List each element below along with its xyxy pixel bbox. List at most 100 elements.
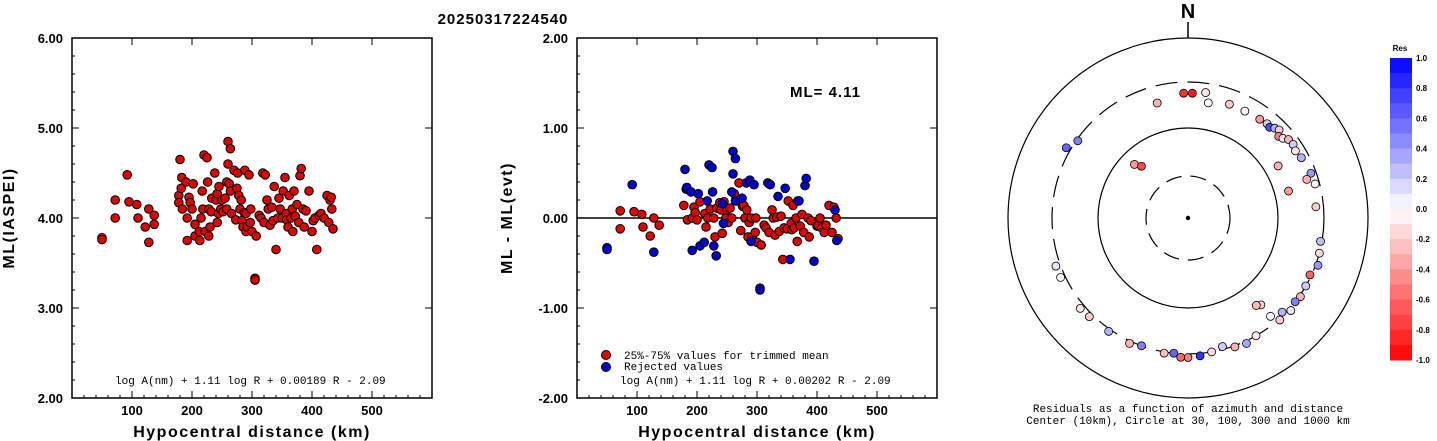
data-point <box>301 206 311 216</box>
colorbar-cell <box>1390 299 1412 316</box>
colorbar-cell <box>1390 254 1412 270</box>
rejected-point <box>709 241 719 251</box>
residual-point <box>1183 353 1193 362</box>
rejected-point <box>707 162 717 173</box>
rejected-point <box>718 218 729 229</box>
trimmed-point <box>742 205 752 215</box>
rejected-point <box>794 196 804 206</box>
colorbar-tick-label: -0.6 <box>1416 296 1430 305</box>
colorbar-ticks: 1.0 0.8 0.6 0.4 0.2 0.0 -0.2 -0.4 -0.6 -0.8 -1.0 <box>1416 54 1430 365</box>
colorbar-cell <box>1390 103 1412 119</box>
residual-point <box>1310 179 1320 189</box>
trimmed-point <box>736 225 746 236</box>
trimmed-point <box>649 213 659 223</box>
data-point <box>236 195 246 205</box>
x-tick-label: 400 <box>301 403 323 418</box>
data-point <box>250 275 260 285</box>
rejected-point <box>707 187 718 197</box>
panel1-ylabel: ML(IASPEI) <box>1 167 18 268</box>
rejected-point <box>728 169 738 179</box>
data-point <box>274 193 284 203</box>
residual-point <box>1137 161 1146 171</box>
data-point <box>280 172 290 183</box>
data-point <box>144 237 154 248</box>
panel1-points <box>97 136 338 285</box>
residual-point <box>1242 338 1251 348</box>
colorbar-tick-label: 0.6 <box>1416 114 1428 123</box>
ring-100km <box>1097 127 1279 309</box>
residual-point <box>1061 143 1071 153</box>
colorbar-cell <box>1390 118 1412 134</box>
panel2-points <box>602 146 843 295</box>
residual-point <box>1084 312 1094 322</box>
rejected-point <box>755 285 765 295</box>
data-point <box>197 186 207 196</box>
y-tick-label: 2.00 <box>543 31 568 46</box>
colorbar-cell <box>1390 148 1412 165</box>
data-point <box>220 193 230 203</box>
residual-point <box>1275 315 1285 325</box>
trimmed-point <box>725 203 735 213</box>
trimmed-point <box>615 224 626 234</box>
polar-caption-2: Center (10km), Circle at 30, 100, 300 an… <box>1026 416 1350 428</box>
colorbar-tick-label: 0.4 <box>1416 145 1428 154</box>
data-point <box>299 222 310 232</box>
colorbar-cell <box>1390 193 1412 210</box>
data-point <box>182 235 192 246</box>
data-point <box>296 163 307 174</box>
data-point <box>187 204 197 214</box>
panel1-formula: log A(nm) + 1.11 log R + 0.00189 R - 2.0… <box>115 376 386 388</box>
data-point <box>312 244 322 255</box>
data-point <box>190 219 200 230</box>
panel2-ylabel: ML - ML(evt) <box>499 162 516 274</box>
rejected-point <box>649 247 659 257</box>
rejected-point <box>680 164 690 175</box>
data-point <box>225 143 236 154</box>
x-tick-label: 500 <box>361 403 383 418</box>
data-point <box>132 199 142 210</box>
trimmed-point <box>717 228 728 239</box>
x-tick-label: 100 <box>121 403 143 418</box>
data-point <box>245 217 255 228</box>
rejected-point <box>746 236 756 247</box>
rejected-point <box>780 183 791 194</box>
legend-label-trimmed: 25%-75% values for trimmed mean <box>624 351 829 363</box>
residual-point <box>1152 98 1162 108</box>
residual-point <box>1277 307 1287 317</box>
residual-point <box>1314 248 1324 258</box>
residual-point <box>1305 270 1315 280</box>
rejected-point <box>737 193 747 203</box>
colorbar-tick-label: 0.0 <box>1416 205 1428 214</box>
colorbar-cell <box>1390 73 1412 89</box>
ml-annotation: ML= 4.11 <box>790 84 861 101</box>
trimmed-point <box>750 227 761 238</box>
x-tick-label: 200 <box>181 403 203 418</box>
colorbar-cell <box>1390 163 1412 180</box>
data-point <box>195 235 205 246</box>
data-point <box>246 204 256 214</box>
rejected-point <box>699 237 710 248</box>
x-tick-label: 400 <box>806 403 828 418</box>
data-point <box>289 186 299 196</box>
trimmed-point <box>615 206 626 216</box>
data-point <box>188 179 198 189</box>
data-point <box>328 224 338 234</box>
residual-point <box>1169 348 1179 358</box>
colorbar-tick-label: -1.0 <box>1416 356 1430 365</box>
panel-residual: 100 200 300 400 500 -2.00 -1.00 0.00 1.00 2.00 Hy… <box>499 31 938 441</box>
data-point <box>260 170 271 180</box>
x-tick-label: 200 <box>686 403 708 418</box>
residual-point <box>1286 306 1296 315</box>
panel-magnitude: 100 200 300 400 500 2.00 3.00 4.00 5.00 6.00 Hypo… <box>1 31 433 441</box>
panel1-ticks: 100 200 300 400 500 2.00 3.00 4.00 5.00 6.00 <box>38 31 432 418</box>
data-point <box>110 195 120 205</box>
data-point <box>251 231 262 241</box>
residual-point <box>1075 303 1085 313</box>
trimmed-point <box>679 200 689 211</box>
colorbar-cell <box>1390 133 1412 150</box>
colorbar-cell <box>1390 344 1412 361</box>
trimmed-point <box>756 240 767 250</box>
rejected-point <box>801 173 812 184</box>
residual-point <box>1137 341 1146 351</box>
rejected-point <box>832 235 842 246</box>
